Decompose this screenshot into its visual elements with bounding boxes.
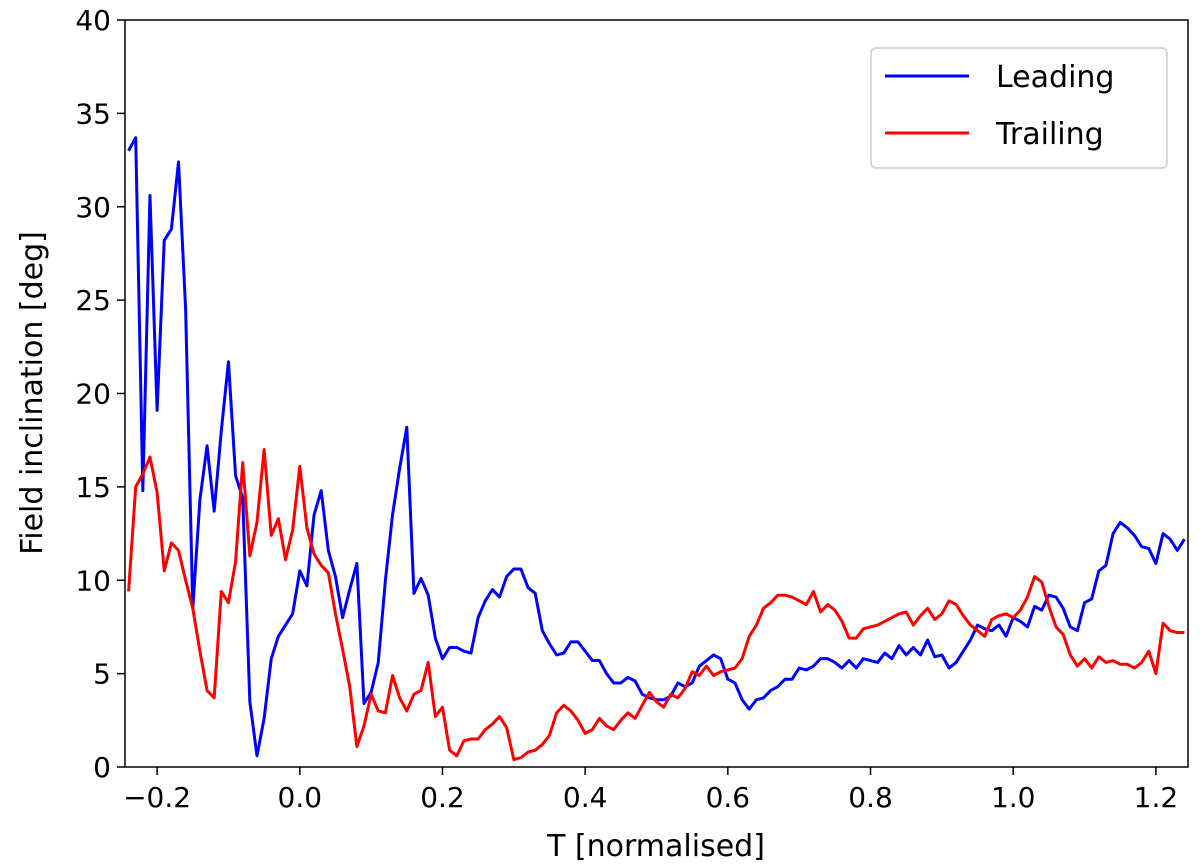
legend-label: Trailing: [995, 117, 1104, 152]
y-tick-label: 30: [75, 191, 111, 224]
x-tick-label: 1.0: [991, 781, 1036, 814]
y-tick-label: 25: [75, 284, 111, 317]
y-tick-label: 10: [75, 564, 111, 597]
y-tick-label: 40: [75, 4, 111, 37]
x-tick-label: 0.4: [563, 781, 608, 814]
y-tick-label: 15: [75, 471, 111, 504]
x-tick-label: −0.2: [123, 781, 191, 814]
legend: Leading Trailing: [870, 47, 1168, 169]
legend-label: Leading: [996, 60, 1114, 95]
x-tick-label: 0.2: [420, 781, 465, 814]
x-tick-label: 0.8: [848, 781, 893, 814]
y-axis-label: Field inclination [deg]: [15, 231, 50, 555]
series-line: [127, 136, 1186, 758]
x-tick-label: 1.2: [1134, 781, 1179, 814]
x-tick-label: 0.6: [706, 781, 751, 814]
y-tick-label: 0: [93, 751, 111, 784]
y-tick-label: 5: [93, 658, 111, 691]
y-tick-label: 20: [75, 378, 111, 411]
series-line: [127, 448, 1185, 762]
legend-box: [870, 47, 1168, 169]
y-tick-label: 35: [75, 97, 111, 130]
x-tick-label: 0.0: [278, 781, 323, 814]
x-axis-label: T [normalised]: [546, 829, 765, 864]
